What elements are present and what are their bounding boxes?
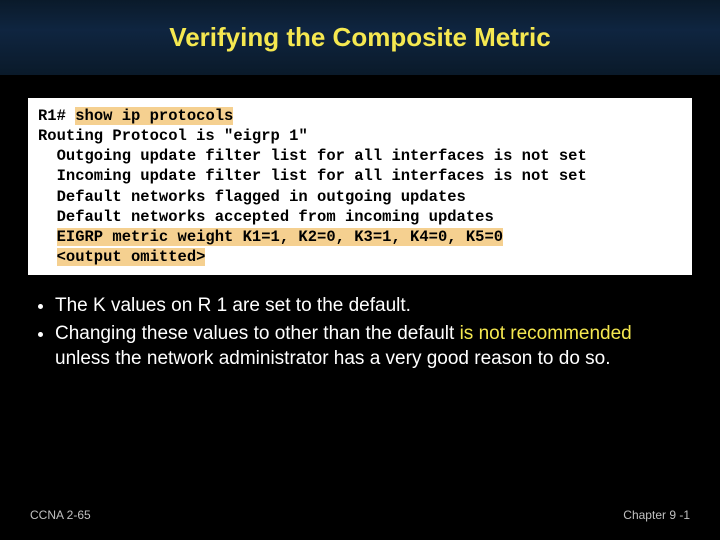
- terminal-output: R1# show ip protocols Routing Protocol i…: [25, 95, 695, 278]
- omitted-highlight: <output omitted>: [57, 248, 206, 266]
- footer-right: Chapter 9 -1: [623, 508, 690, 522]
- terminal-line-4: Incoming update filter list for all inte…: [38, 166, 682, 186]
- terminal-line-6: Default networks accepted from incoming …: [38, 207, 682, 227]
- slide-title: Verifying the Composite Metric: [169, 22, 550, 53]
- command-highlight: show ip protocols: [75, 107, 233, 125]
- bullet-2-text-b: unless the network administrator has a v…: [55, 348, 611, 369]
- terminal-line-1: R1# show ip protocols: [38, 106, 682, 126]
- bullet-2-warn-1: is not: [460, 323, 505, 344]
- terminal-line-8: <output omitted>: [38, 247, 682, 267]
- terminal-line-2: Routing Protocol is "eigrp 1": [38, 126, 682, 146]
- metric-highlight: EIGRP metric weight K1=1, K2=0, K3=1, K4…: [57, 228, 503, 246]
- bullet-2-text-a: Changing these values to other than the …: [55, 323, 460, 344]
- terminal-line-5: Default networks flagged in outgoing upd…: [38, 187, 682, 207]
- bullet-2: Changing these values to other than the …: [55, 321, 685, 372]
- prompt: R1#: [38, 107, 75, 125]
- terminal-line-3: Outgoing update filter list for all inte…: [38, 146, 682, 166]
- bullet-1: The K values on R 1 are set to the defau…: [55, 293, 685, 319]
- bullet-list: The K values on R 1 are set to the defau…: [35, 293, 685, 372]
- header: Verifying the Composite Metric: [0, 0, 720, 75]
- bullet-2-warn-2: recommended: [510, 323, 631, 344]
- footer-left: CCNA 2-65: [30, 508, 91, 522]
- terminal-line-7: EIGRP metric weight K1=1, K2=0, K3=1, K4…: [38, 227, 682, 247]
- footer: CCNA 2-65 Chapter 9 -1: [0, 508, 720, 522]
